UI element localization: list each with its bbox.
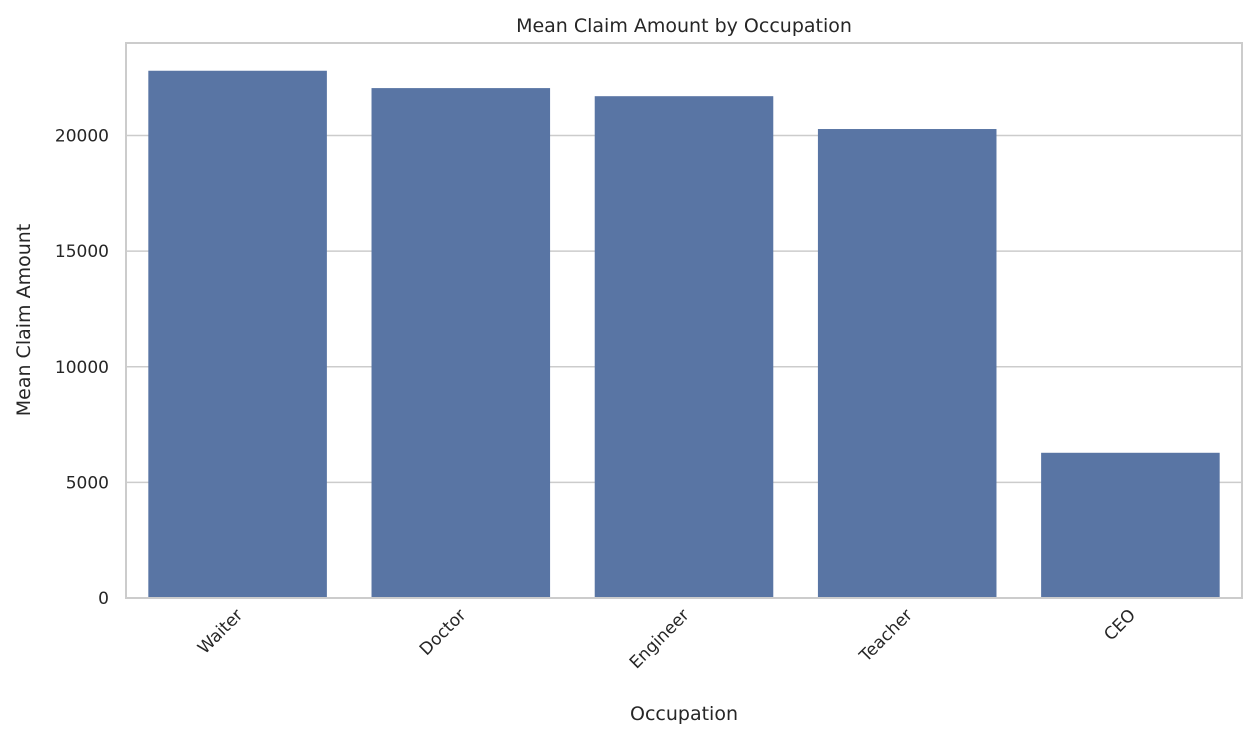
y-tick-label-20000: 20000 <box>55 127 109 147</box>
bar-teacher <box>817 129 997 598</box>
bar-engineer <box>594 96 774 598</box>
y-tick-labels: 0 5000 10000 15000 20000 <box>55 127 109 610</box>
x-tick-label-doctor: Doctor <box>416 605 470 659</box>
bars <box>148 70 1220 598</box>
y-tick-label-0: 0 <box>98 589 109 609</box>
bar-ceo <box>1041 452 1220 598</box>
x-axis-label: Occupation <box>630 703 738 725</box>
bar-doctor <box>371 88 551 598</box>
bar-waiter <box>148 70 327 598</box>
x-tick-label-waiter: Waiter <box>194 605 247 658</box>
x-tick-label-engineer: Engineer <box>626 605 694 673</box>
y-axis-label: Mean Claim Amount <box>13 224 35 417</box>
y-tick-label-15000: 15000 <box>55 242 109 262</box>
plot-frame <box>125 42 1243 599</box>
chart-title: Mean Claim Amount by Occupation <box>516 15 852 37</box>
x-tick-label-ceo: CEO <box>1100 605 1140 645</box>
x-tick-labels: Waiter Doctor Engineer Teacher CEO <box>194 605 1140 673</box>
y-tick-label-5000: 5000 <box>66 473 109 493</box>
y-tick-label-10000: 10000 <box>55 358 109 378</box>
x-tick-label-teacher: Teacher <box>855 605 916 666</box>
